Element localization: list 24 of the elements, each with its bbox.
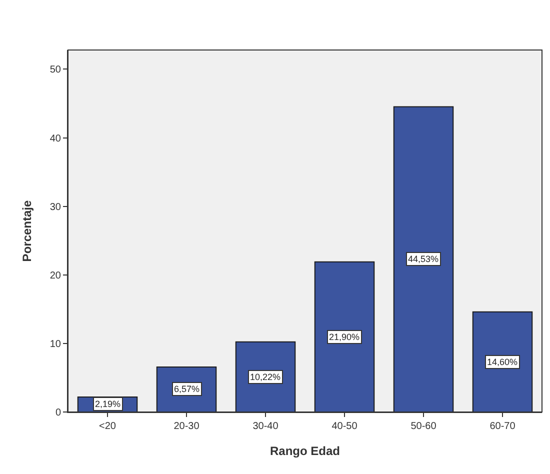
data-label: 44,53% <box>408 254 439 264</box>
y-tick-label: 50 <box>50 64 62 76</box>
y-tick-label: 30 <box>50 202 62 213</box>
bar <box>235 341 296 412</box>
bar <box>393 106 454 412</box>
data-label: 10,22% <box>250 372 281 382</box>
y-tick-label: 10 <box>50 338 62 350</box>
x-tick-label: 30-40 <box>252 421 279 432</box>
y-tick-label: 20 <box>50 270 62 282</box>
x-tick-label: 40-50 <box>332 421 358 432</box>
bar <box>472 311 533 412</box>
x-tick-label: <20 <box>99 421 116 432</box>
x-tick-label: 20-30 <box>174 421 200 432</box>
bar <box>314 261 375 412</box>
y-tick-label: 0 <box>55 408 62 418</box>
y-tick-label: 40 <box>50 133 62 144</box>
x-axis-title: Rango Edad <box>270 444 340 458</box>
data-label: 14,60% <box>487 357 518 367</box>
y-axis-title: Porcentaje <box>20 200 34 262</box>
data-label: 2,19% <box>95 399 121 409</box>
x-tick-label: 50-60 <box>410 421 437 432</box>
data-label: 6,57% <box>174 384 200 394</box>
data-label: 21,90% <box>329 332 360 342</box>
x-tick-label: 60-70 <box>490 421 516 432</box>
